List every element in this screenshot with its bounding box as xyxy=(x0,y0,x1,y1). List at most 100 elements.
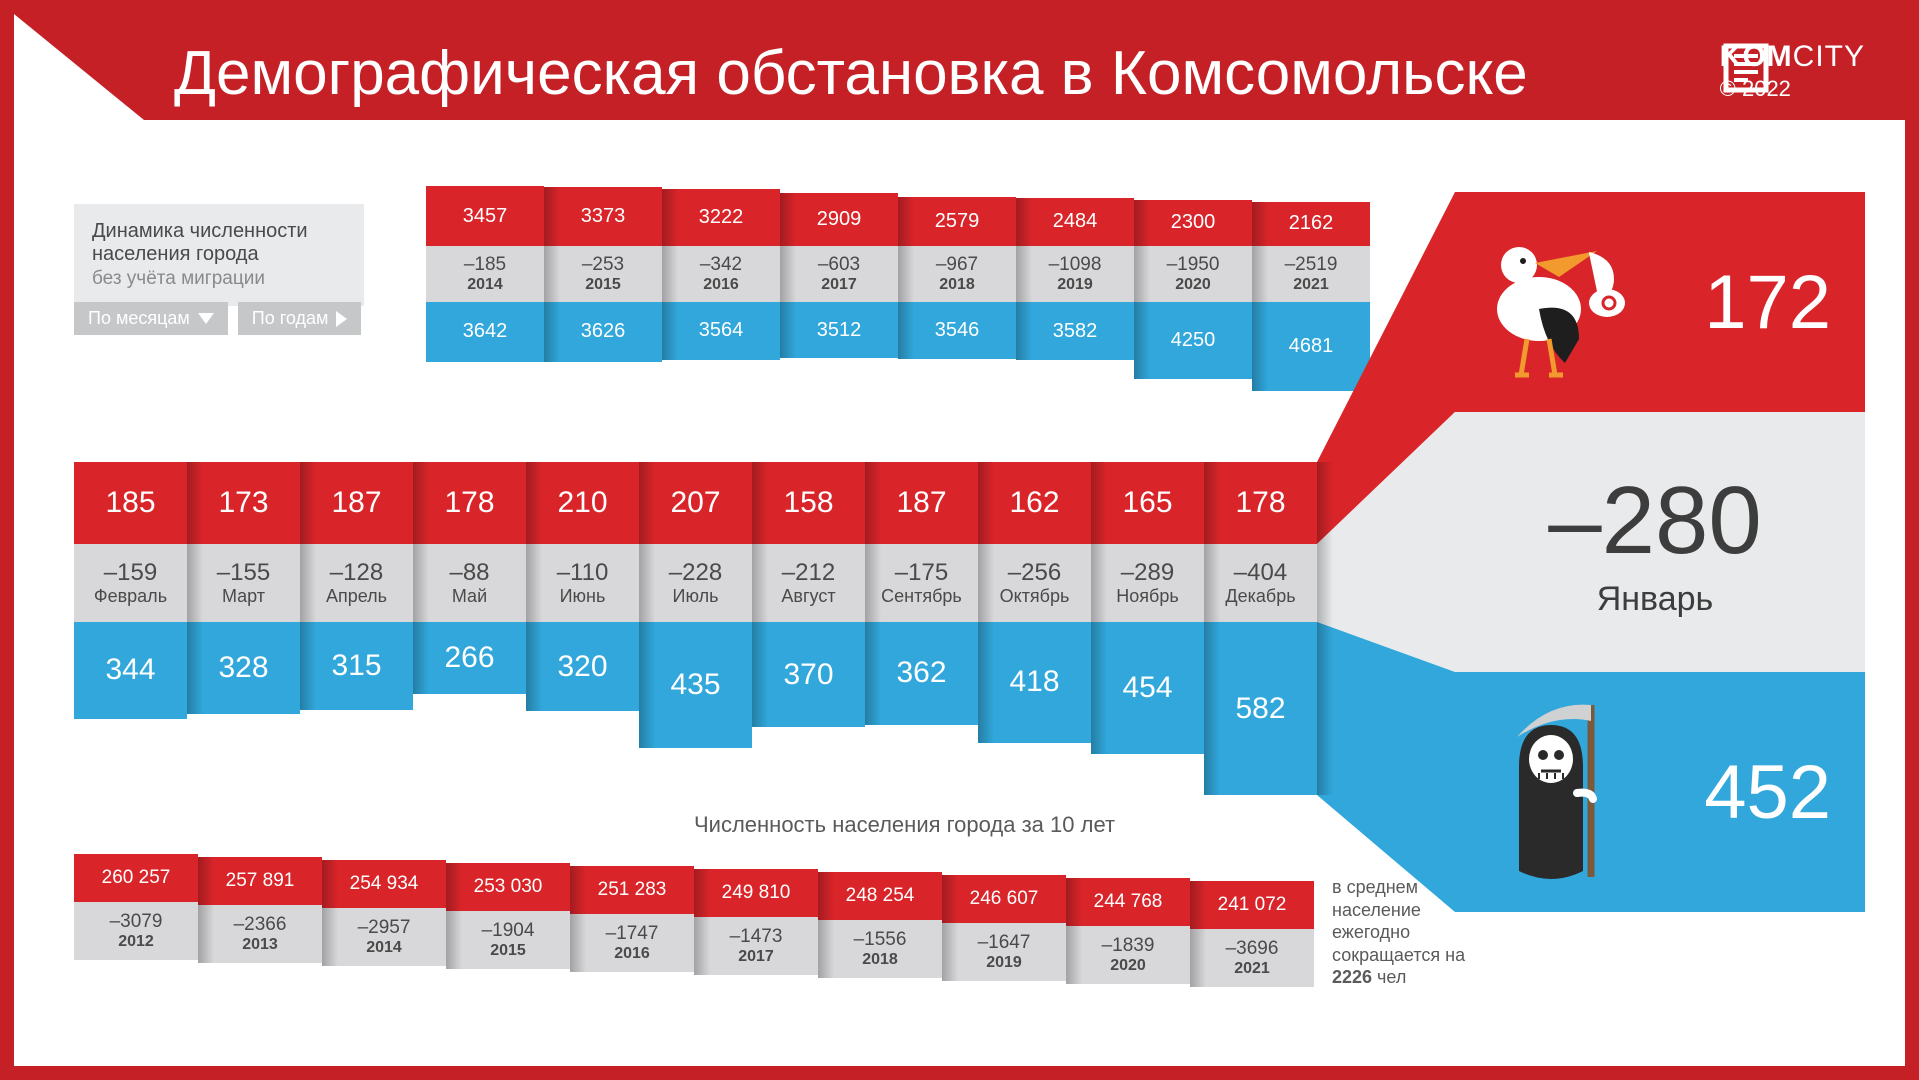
year-births: 2909 xyxy=(780,193,898,246)
pop-delta: –19042015 xyxy=(446,911,570,969)
year-deaths: 3564 xyxy=(662,302,780,360)
infobox-line3: без учёта миграции xyxy=(92,268,346,290)
pop-value: 251 283 xyxy=(570,866,694,914)
month-delta: –256Октябрь xyxy=(978,544,1091,622)
strip-column: 207–228Июль435 xyxy=(639,462,752,748)
month-births: 162 xyxy=(978,462,1091,544)
strip-column: 158–212Август370 xyxy=(752,462,865,727)
strip-column: 257 891–23662013 xyxy=(198,857,322,963)
strip-column: 3222–34220163564 xyxy=(662,189,780,360)
pop-delta: –16472019 xyxy=(942,923,1066,981)
pop-delta: –30792012 xyxy=(74,902,198,960)
pop-value: 260 257 xyxy=(74,854,198,902)
strip-column: 260 257–30792012 xyxy=(74,854,198,960)
year-births: 3373 xyxy=(544,187,662,246)
tab-months[interactable]: По месяцам xyxy=(74,302,228,335)
strip-column: 244 768–18392020 xyxy=(1066,878,1190,984)
month-delta: –289Ноябрь xyxy=(1091,544,1204,622)
year-deaths: 3582 xyxy=(1016,302,1134,360)
pop-delta: –29572014 xyxy=(322,908,446,966)
strip-column: 2484–109820193582 xyxy=(1016,198,1134,361)
panel-deaths-value: 452 xyxy=(1704,749,1831,836)
pop-delta: –17472016 xyxy=(570,914,694,972)
strip-column: 241 072–36962021 xyxy=(1190,881,1314,987)
month-births: 187 xyxy=(300,462,413,544)
strip-column: 2579–96720183546 xyxy=(898,197,1016,360)
year-delta: –25192021 xyxy=(1252,246,1370,302)
year-deaths: 4250 xyxy=(1134,302,1252,379)
year-births: 2484 xyxy=(1016,198,1134,246)
month-delta: –155Март xyxy=(187,544,300,622)
strip-column: 165–289Ноябрь454 xyxy=(1091,462,1204,754)
infobox-line2: населения города xyxy=(92,243,346,266)
year-deaths: 3642 xyxy=(426,302,544,362)
month-births: 173 xyxy=(187,462,300,544)
strip-column: 178–88Май266 xyxy=(413,462,526,694)
population-title: Численность населения города за 10 лет xyxy=(694,812,1115,838)
population-strip: 260 257–30792012257 891–23662013254 934–… xyxy=(74,854,1314,987)
month-delta: –110Июнь xyxy=(526,544,639,622)
panel-delta: –280 Январь xyxy=(1455,412,1865,672)
logo-icon xyxy=(1720,40,1776,96)
strip-column: 248 254–15562018 xyxy=(818,872,942,978)
month-births: 178 xyxy=(413,462,526,544)
month-births: 185 xyxy=(74,462,187,544)
pop-value: 246 607 xyxy=(942,875,1066,923)
month-births: 210 xyxy=(526,462,639,544)
strip-column: 185–159Февраль344 xyxy=(74,462,187,719)
month-deaths: 328 xyxy=(187,622,300,714)
month-delta: –175Сентябрь xyxy=(865,544,978,622)
panel-delta-value: –280 xyxy=(1548,466,1762,576)
page-title: Демографическая обстановка в Комсомольск… xyxy=(174,38,1528,109)
stork-icon xyxy=(1479,217,1629,387)
strip-column: 253 030–19042015 xyxy=(446,863,570,969)
pop-value: 253 030 xyxy=(446,863,570,911)
year-deaths: 3546 xyxy=(898,302,1016,359)
month-deaths: 370 xyxy=(752,622,865,727)
strip-column: 3373–25320153626 xyxy=(544,187,662,362)
strip-column: 2300–195020204250 xyxy=(1134,200,1252,379)
month-deaths: 315 xyxy=(300,622,413,710)
chevron-down-icon xyxy=(198,313,214,324)
month-deaths: 435 xyxy=(639,622,752,748)
year-births: 2162 xyxy=(1252,202,1370,246)
year-delta: –19502020 xyxy=(1134,246,1252,302)
month-births: 207 xyxy=(639,462,752,544)
pop-delta: –15562018 xyxy=(818,920,942,978)
pop-delta: –18392020 xyxy=(1066,926,1190,984)
year-delta: –9672018 xyxy=(898,246,1016,302)
pop-delta: –36962021 xyxy=(1190,929,1314,987)
month-deaths: 582 xyxy=(1204,622,1317,795)
year-deaths: 3512 xyxy=(780,302,898,358)
pop-value: 257 891 xyxy=(198,857,322,905)
strip-column: 187–128Апрель315 xyxy=(300,462,413,710)
strip-column: 2162–251920214681 xyxy=(1252,202,1370,392)
strip-column: 246 607–16472019 xyxy=(942,875,1066,981)
pop-value: 248 254 xyxy=(818,872,942,920)
month-deaths: 454 xyxy=(1091,622,1204,754)
pop-delta: –14732017 xyxy=(694,917,818,975)
month-delta: –128Апрель xyxy=(300,544,413,622)
month-delta: –228Июль xyxy=(639,544,752,622)
summary-panel: 172 –280 Январь 452 xyxy=(1455,192,1865,912)
year-deaths: 4681 xyxy=(1252,302,1370,391)
strip-column: 210–110Июнь320 xyxy=(526,462,639,711)
tab-years[interactable]: По годам xyxy=(238,302,362,335)
year-delta: –1852014 xyxy=(426,246,544,302)
months-strip: 185–159Февраль344173–155Март328187–128Ап… xyxy=(74,462,1317,795)
reaper-icon xyxy=(1479,697,1629,887)
year-births: 2579 xyxy=(898,197,1016,246)
month-deaths: 266 xyxy=(413,622,526,694)
logo-block: KOMCITY © 2022 xyxy=(1720,40,1865,102)
strip-column: 2909–60320173512 xyxy=(780,193,898,359)
strip-column: 254 934–29572014 xyxy=(322,860,446,966)
info-box: Динамика численности населения города бе… xyxy=(74,204,364,306)
header-bar: Демографическая обстановка в Комсомольск… xyxy=(14,14,1905,162)
month-births: 165 xyxy=(1091,462,1204,544)
strip-column: 162–256Октябрь418 xyxy=(978,462,1091,743)
panel-deaths: 452 xyxy=(1455,672,1865,912)
pop-value: 244 768 xyxy=(1066,878,1190,926)
year-delta: –10982019 xyxy=(1016,246,1134,302)
year-delta: –3422016 xyxy=(662,246,780,302)
pop-value: 249 810 xyxy=(694,869,818,917)
